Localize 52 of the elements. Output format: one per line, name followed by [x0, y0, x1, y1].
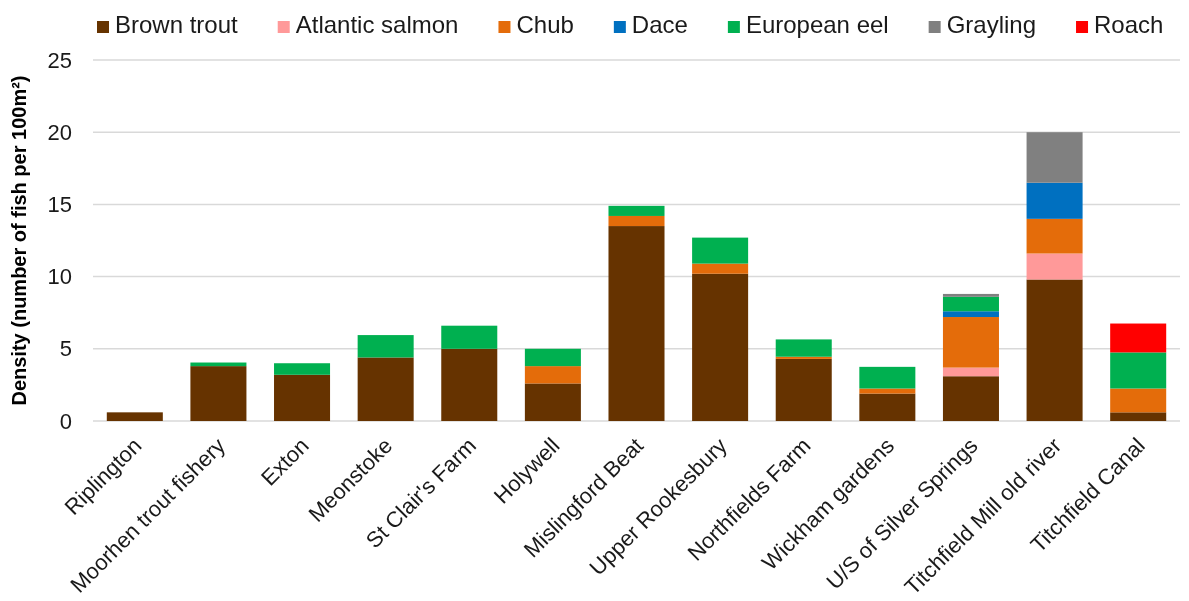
y-tick-label: 0: [59, 408, 72, 434]
bar: [775, 358, 832, 421]
bar: [524, 348, 581, 367]
legend-label: Grayling: [946, 11, 1037, 39]
bar: [608, 226, 665, 421]
bar: [274, 374, 331, 421]
legend-label: Chub: [516, 11, 574, 39]
bar: [942, 311, 999, 318]
bar: [692, 263, 749, 274]
bar: [1110, 412, 1167, 421]
bar: [775, 339, 832, 357]
bar: [608, 205, 665, 216]
bar: [942, 317, 999, 368]
bar: [357, 357, 414, 421]
bar: [441, 325, 498, 349]
legend-label: Brown trout: [115, 11, 239, 39]
bar: [1026, 253, 1083, 280]
y-tick-label: 25: [47, 47, 72, 73]
bar: [859, 366, 916, 389]
bar: [942, 376, 999, 421]
bar: [942, 293, 999, 297]
bar: [859, 388, 916, 394]
bar: [859, 393, 916, 421]
y-axis-title: Density (number of fish per 100m²): [8, 75, 30, 406]
bar: [1110, 388, 1167, 413]
bar: [1026, 218, 1083, 254]
bar: [1026, 132, 1083, 183]
y-tick-label: 10: [47, 264, 72, 290]
bar: [190, 366, 247, 421]
bar: [1110, 323, 1167, 353]
bar: [775, 356, 832, 359]
legend-label: Roach: [1094, 11, 1164, 39]
bar: [1026, 279, 1083, 421]
bar: [524, 366, 581, 384]
bar: [692, 273, 749, 421]
bar: [1026, 182, 1083, 219]
bar: [441, 348, 498, 421]
legend-label: European eel: [745, 11, 889, 39]
bar: [942, 296, 999, 312]
bar: [274, 363, 331, 375]
bar: [692, 237, 749, 264]
bar: [524, 383, 581, 421]
y-tick-label: 5: [59, 336, 72, 362]
legend-label: Atlantic salmon: [295, 11, 459, 39]
bar: [357, 335, 414, 358]
y-tick-label: 15: [47, 191, 72, 217]
y-tick-label: 20: [47, 119, 72, 145]
legend-label: Dace: [631, 11, 688, 39]
bar: [1110, 352, 1167, 389]
bar: [942, 367, 999, 377]
bar: [608, 215, 665, 227]
bar: [106, 412, 163, 421]
